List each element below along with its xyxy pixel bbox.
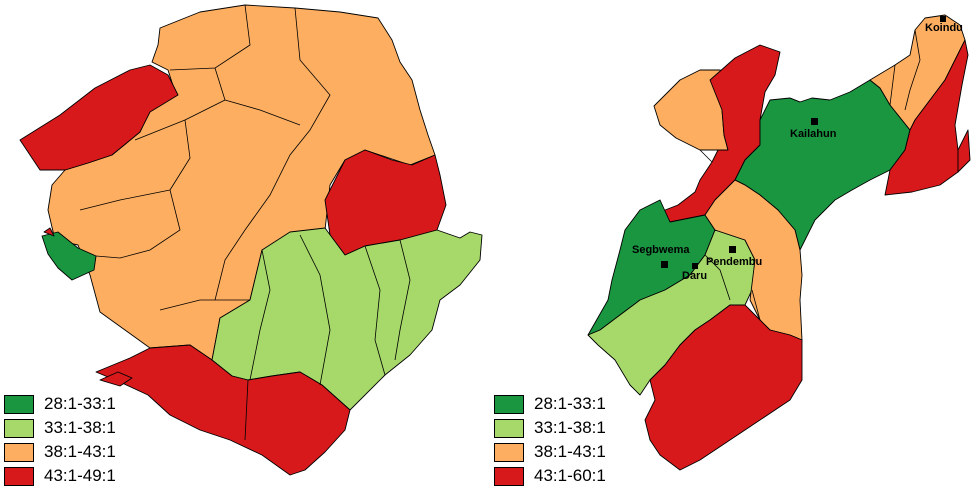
town-marker-daru: Daru [682,263,707,282]
legend-item: 38:1-43:1 [4,440,116,464]
legend-label: 33:1-38:1 [534,418,606,437]
right-internal-borders [699,29,921,321]
svg-text:Daru: Daru [682,270,707,282]
legend-label: 33:1-38:1 [44,418,116,437]
legend-item: 43:1-49:1 [4,464,116,488]
coastal-island [43,227,55,237]
legend-item: 43:1-60:1 [494,464,606,488]
legend-label: 28:1-33:1 [534,394,606,413]
svg-text:Kailahun: Kailahun [790,128,837,140]
legend-label: 43:1-60:1 [534,466,606,485]
legend-swatch [4,466,34,486]
legend-swatch [494,442,524,462]
chiefdom-red-east [884,39,969,196]
region-northwest-red [19,64,179,171]
legend-item: 33:1-38:1 [494,416,606,440]
coastal-island [99,371,133,387]
right-legend: 28:1-33:1 33:1-38:1 38:1-43:1 43:1-60:1 [494,392,606,488]
chiefdom-red-south [644,304,803,471]
legend-swatch [4,418,34,438]
town-marker-segbwema: Segbwema [632,244,690,268]
chiefdom-small-red [957,129,971,173]
svg-text:Segbwema: Segbwema [632,244,690,256]
svg-text:Koindu: Koindu [925,22,963,34]
legend-label: 28:1-33:1 [44,394,116,413]
chiefdom-pendembu-lightgreen [587,229,756,396]
legend-swatch [4,394,34,414]
legend-swatch [494,418,524,438]
region-south-red [95,344,351,476]
left-legend: 28:1-33:1 33:1-38:1 38:1-43:1 43:1-49:1 [4,392,116,488]
left-map [19,4,483,476]
region-western-green [41,231,97,281]
legend-item: 33:1-38:1 [4,416,116,440]
town-marker-kailahun: Kailahun [790,118,837,140]
legend-item: 38:1-43:1 [494,440,606,464]
legend-swatch [494,466,524,486]
legend-swatch [494,394,524,414]
legend-item: 28:1-33:1 [494,392,606,416]
left-internal-borders [79,4,411,441]
svg-text:Pendembu: Pendembu [706,256,762,268]
town-marker-koindu: Koindu [925,16,963,34]
legend-swatch [4,442,34,462]
town-marker-pendembu: Pendembu [706,246,762,268]
right-map: Koindu Kailahun Segbwema Pendembu Daru [587,14,971,471]
legend-label: 38:1-43:1 [44,442,116,461]
legend-label: 38:1-43:1 [534,442,606,461]
legend-item: 28:1-33:1 [4,392,116,416]
legend-label: 43:1-49:1 [44,466,116,485]
